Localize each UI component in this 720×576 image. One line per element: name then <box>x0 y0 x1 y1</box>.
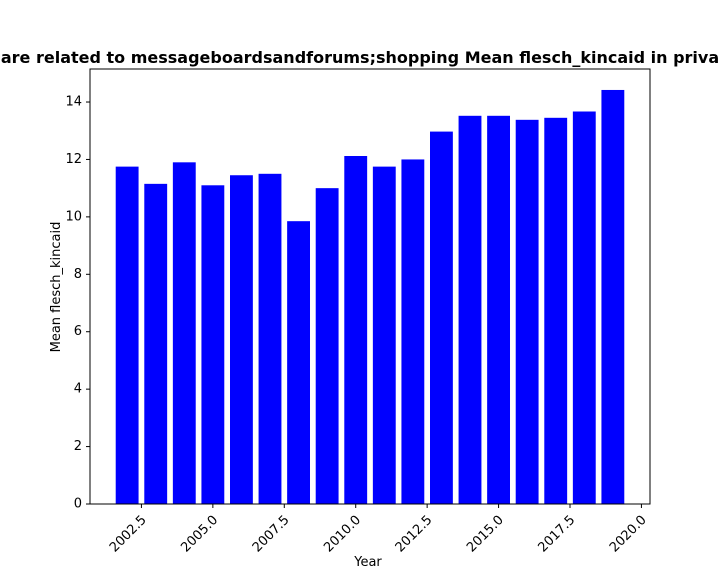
bar-2014 <box>458 115 482 505</box>
bar-2008 <box>287 221 310 504</box>
bar-2002 <box>115 166 139 504</box>
y-axis-ticks: 0 2 4 6 8 10 12 14 <box>65 95 90 512</box>
x-tick-label: 2012.5 <box>393 513 436 556</box>
bar-2004 <box>172 162 196 504</box>
bar-2013 <box>430 131 453 504</box>
bar-2016 <box>515 119 539 504</box>
bar-2005 <box>201 185 225 505</box>
bar-2011 <box>372 166 396 504</box>
x-tick-label: 2005.0 <box>178 513 221 556</box>
bar-2006 <box>230 175 253 505</box>
y-tick-label: 6 <box>74 324 82 339</box>
x-tick-label: 2007.5 <box>250 513 293 556</box>
y-axis-label: Mean flesch_kincaid <box>49 222 64 353</box>
bar-2018 <box>572 111 596 504</box>
x-tick-label: 2002.5 <box>107 513 150 556</box>
x-tick-label: 2010.0 <box>321 513 364 556</box>
y-tick-label: 14 <box>65 95 82 110</box>
x-tick-label: 2015.0 <box>464 513 507 556</box>
x-axis-ticks: 2002.5 2005.0 2007.5 2010.0 2012.5 2015.0 2017… <box>107 504 650 555</box>
y-tick-label: 12 <box>65 152 82 167</box>
y-tick-label: 10 <box>65 209 82 224</box>
bar-2015 <box>487 115 510 505</box>
chart-title: are related to messageboardsandforums;sh… <box>1 48 719 67</box>
plot-frame <box>89 68 651 505</box>
bar-2007 <box>258 173 282 505</box>
bar-2009 <box>315 188 339 504</box>
y-tick-label: 8 <box>74 267 82 282</box>
bars-group <box>115 89 625 505</box>
x-tick-label: 2020.0 <box>607 513 650 556</box>
bar-2017 <box>544 117 568 504</box>
bar-2003 <box>144 183 168 504</box>
bar-2010 <box>344 156 368 504</box>
bar-2012 <box>401 159 425 504</box>
y-tick-label: 2 <box>74 439 82 454</box>
x-axis-label: Year <box>353 555 382 570</box>
y-tick-label: 4 <box>74 382 82 397</box>
y-tick-label: 0 <box>74 497 82 512</box>
bar-2019 <box>601 89 625 505</box>
x-tick-label: 2017.5 <box>536 513 579 556</box>
